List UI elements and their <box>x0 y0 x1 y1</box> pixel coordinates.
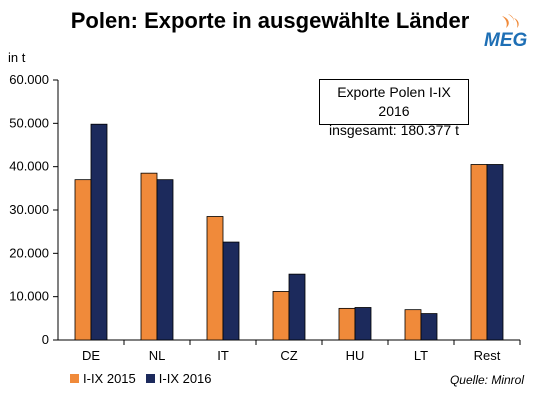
svg-text:MEG: MEG <box>484 30 528 50</box>
bar-2016-nl <box>156 179 174 341</box>
x-tick-label: HU <box>346 348 365 363</box>
y-tick-label: 60.000 <box>9 72 49 87</box>
legend: I-IX 2015 I-IX 2016 <box>70 371 222 386</box>
x-tick-label: DE <box>82 348 100 363</box>
x-tick-label: LT <box>414 348 428 363</box>
legend-label-2015: I-IX 2015 <box>83 371 136 386</box>
bar-2015-nl <box>140 172 158 341</box>
x-tick-label: IT <box>217 348 229 363</box>
bar-2015-hu <box>338 307 356 341</box>
annotation-line-2: insgesamt: 180.377 t <box>329 122 459 138</box>
bar-2015-cz <box>272 291 290 341</box>
y-unit-label: in t <box>8 50 26 65</box>
legend-item-2016: I-IX 2016 <box>145 371 212 386</box>
y-tick-label: 30.000 <box>9 202 49 217</box>
legend-label-2016: I-IX 2016 <box>158 371 212 386</box>
logo-flame-icon <box>502 14 519 28</box>
bar-2015-de <box>74 179 92 341</box>
bar-2016-lt <box>420 313 438 341</box>
x-tick-label: Rest <box>474 348 501 363</box>
legend-item-2015: I-IX 2015 <box>70 371 136 386</box>
y-tick-label: 10.000 <box>9 289 49 304</box>
meg-logo: MEG <box>484 14 528 50</box>
y-tick-label: 20.000 <box>9 245 49 260</box>
bar-2015-lt <box>404 309 422 341</box>
y-tick-label: 0 <box>42 332 49 347</box>
y-tick-label: 50.000 <box>9 115 49 130</box>
bar-2016-de <box>90 123 108 341</box>
chart-title: Polen: Exporte in ausgewählte Länder <box>70 8 470 33</box>
legend-swatch-2016 <box>145 374 155 383</box>
annotation-box: Exporte Polen I-IX 2016 insgesamt: 180.3… <box>319 79 469 138</box>
bar-2015-it <box>206 216 224 341</box>
x-tick-label: NL <box>149 348 166 363</box>
bar-2016-cz <box>288 273 306 341</box>
bar-2015-rest <box>470 164 488 341</box>
annotation-line-1: Exporte Polen I-IX 2016 <box>337 84 451 119</box>
legend-swatch-2015 <box>70 374 79 383</box>
y-tick-label: 40.000 <box>9 159 49 174</box>
bar-2016-rest <box>486 164 504 341</box>
source-note: Quelle: Minrol <box>449 373 524 387</box>
bar-2016-it <box>222 241 240 341</box>
x-tick-label: CZ <box>280 348 297 363</box>
bar-2016-hu <box>354 307 372 341</box>
